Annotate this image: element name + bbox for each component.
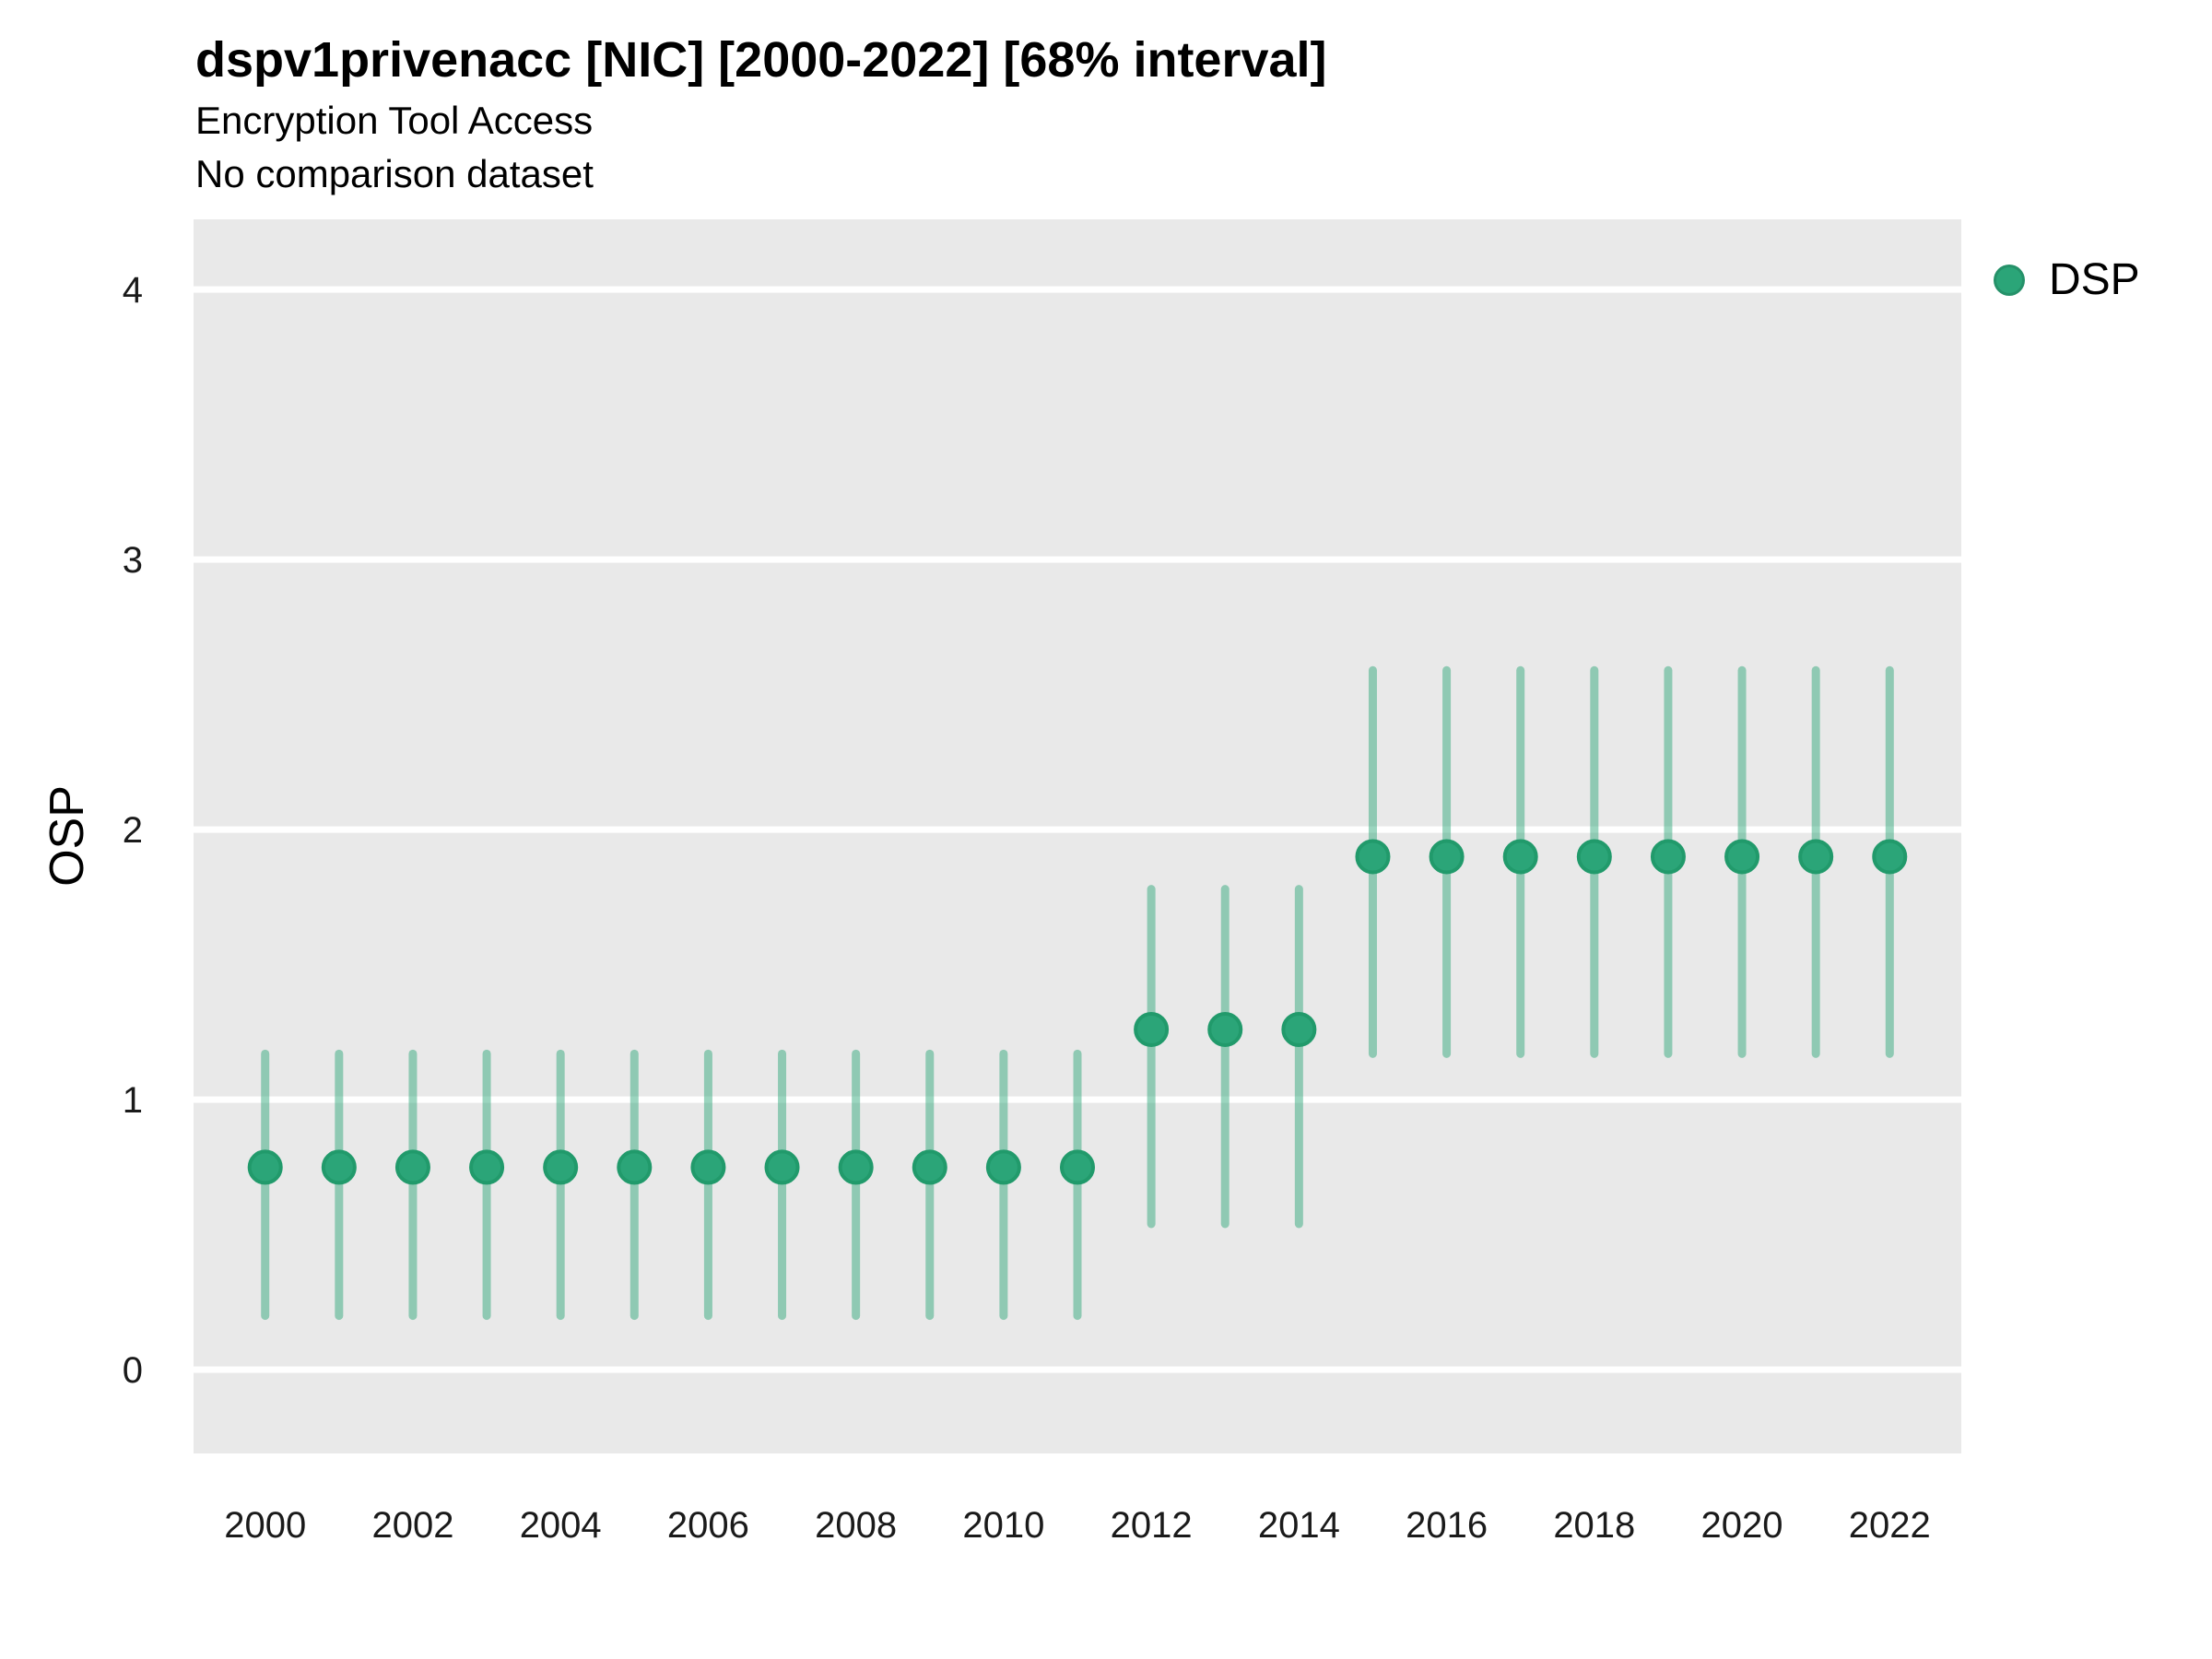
x-tick-label-2018: 2018 [1553, 1505, 1635, 1546]
x-tick-label-2004: 2004 [520, 1505, 602, 1546]
x-tick-label-2014: 2014 [1258, 1505, 1340, 1546]
chart-header: dspv1privenacc [NIC] [2000-2022] [68% in… [195, 31, 1947, 194]
plot-panel [194, 219, 1961, 1453]
x-tick-label-2000: 2000 [224, 1505, 306, 1546]
x-tick-label-2002: 2002 [371, 1505, 453, 1546]
y-tick-label-2: 2 [123, 810, 143, 851]
data-point-2005 [617, 1149, 653, 1185]
data-point-2021 [1798, 839, 1834, 875]
x-tick-label-2016: 2016 [1406, 1505, 1488, 1546]
data-point-2022 [1872, 839, 1908, 875]
y-tick-label-4: 4 [123, 270, 143, 311]
data-point-2013 [1207, 1011, 1243, 1047]
data-point-2001 [321, 1149, 357, 1185]
x-tick-label-2008: 2008 [815, 1505, 897, 1546]
data-point-2015 [1355, 839, 1391, 875]
x-tick-label-2012: 2012 [1111, 1505, 1193, 1546]
data-point-2007 [764, 1149, 800, 1185]
legend: DSP [1994, 254, 2140, 305]
data-point-2017 [1502, 839, 1538, 875]
data-point-2000 [247, 1149, 283, 1185]
chart-subtitle: Encryption Tool Access [195, 99, 594, 143]
chart-dataset-note: No comparison dataset [195, 152, 594, 196]
legend-label-dsp: DSP [2049, 255, 2140, 304]
x-tick-label-2020: 2020 [1701, 1505, 1783, 1546]
data-point-2010 [985, 1149, 1021, 1185]
y-tick-label-0: 0 [123, 1350, 143, 1391]
x-tick-label-2010: 2010 [962, 1505, 1044, 1546]
data-point-2011 [1060, 1149, 1095, 1185]
data-point-2004 [543, 1149, 579, 1185]
x-tick-label-2006: 2006 [667, 1505, 749, 1546]
data-point-2014 [1281, 1011, 1317, 1047]
y-tick-label-1: 1 [123, 1080, 143, 1121]
data-point-2012 [1134, 1011, 1170, 1047]
data-point-2020 [1724, 839, 1760, 875]
x-tick-label-2022: 2022 [1849, 1505, 1931, 1546]
data-point-2009 [912, 1149, 947, 1185]
data-point-2003 [469, 1149, 505, 1185]
data-point-2016 [1429, 839, 1465, 875]
data-point-2019 [1650, 839, 1686, 875]
data-point-2008 [838, 1149, 874, 1185]
data-point-2002 [394, 1149, 430, 1185]
chart-title: dspv1privenacc [NIC] [2000-2022] [68% in… [195, 32, 1327, 88]
legend-marker-dsp [1994, 264, 2025, 296]
y-tick-label-3: 3 [123, 540, 143, 581]
data-point-2018 [1576, 839, 1612, 875]
data-point-2006 [690, 1149, 726, 1185]
